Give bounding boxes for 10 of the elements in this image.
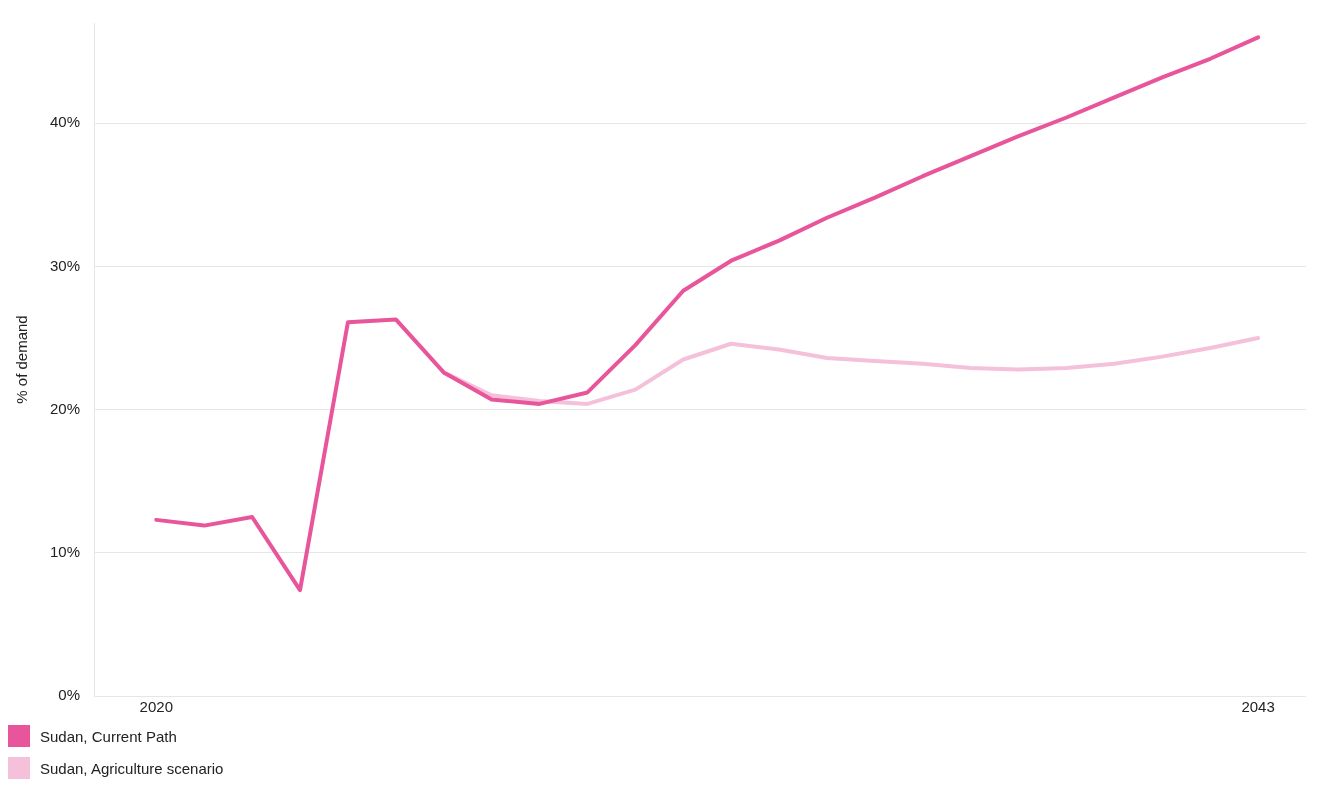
y-axis-title: % of demand [13, 315, 31, 404]
y-tick-label: 10% [49, 542, 81, 560]
y-tick-label: 40% [49, 113, 81, 131]
legend-label: Sudan, Agriculture scenario [40, 759, 224, 777]
x-tick-label: 2020 [139, 698, 173, 716]
y-tick-label: 20% [49, 399, 81, 417]
legend-label: Sudan, Current Path [40, 727, 177, 745]
x-tick-label: 2043 [1241, 698, 1275, 716]
y-tick-label: 30% [49, 256, 81, 274]
y-tick-label: 0% [58, 686, 81, 704]
